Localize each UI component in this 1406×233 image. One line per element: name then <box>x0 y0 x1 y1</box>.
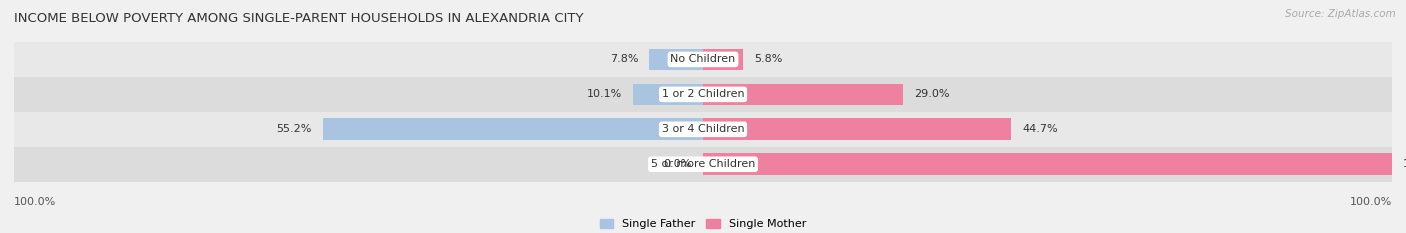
Text: No Children: No Children <box>671 55 735 64</box>
Bar <box>634 83 703 105</box>
Bar <box>323 118 703 140</box>
Text: 0.0%: 0.0% <box>664 159 692 169</box>
Legend: Single Father, Single Mother: Single Father, Single Mother <box>600 219 806 229</box>
Text: 5 or more Children: 5 or more Children <box>651 159 755 169</box>
Text: Source: ZipAtlas.com: Source: ZipAtlas.com <box>1285 9 1396 19</box>
Bar <box>14 42 1392 77</box>
Text: 44.7%: 44.7% <box>1022 124 1057 134</box>
Text: INCOME BELOW POVERTY AMONG SINGLE-PARENT HOUSEHOLDS IN ALEXANDRIA CITY: INCOME BELOW POVERTY AMONG SINGLE-PARENT… <box>14 12 583 25</box>
Bar <box>703 118 1011 140</box>
Bar <box>14 147 1392 182</box>
Bar <box>703 83 903 105</box>
Text: 3 or 4 Children: 3 or 4 Children <box>662 124 744 134</box>
Text: 100.0%: 100.0% <box>14 198 56 207</box>
Text: 55.2%: 55.2% <box>277 124 312 134</box>
Text: 29.0%: 29.0% <box>914 89 949 99</box>
Text: 7.8%: 7.8% <box>610 55 638 64</box>
Bar <box>14 112 1392 147</box>
Text: 100.0%: 100.0% <box>1403 159 1406 169</box>
Text: 1 or 2 Children: 1 or 2 Children <box>662 89 744 99</box>
Bar <box>650 49 703 70</box>
Text: 10.1%: 10.1% <box>588 89 623 99</box>
Text: 100.0%: 100.0% <box>1350 198 1392 207</box>
Bar <box>14 77 1392 112</box>
Bar <box>703 153 1392 175</box>
Bar <box>703 49 742 70</box>
Text: 5.8%: 5.8% <box>754 55 782 64</box>
